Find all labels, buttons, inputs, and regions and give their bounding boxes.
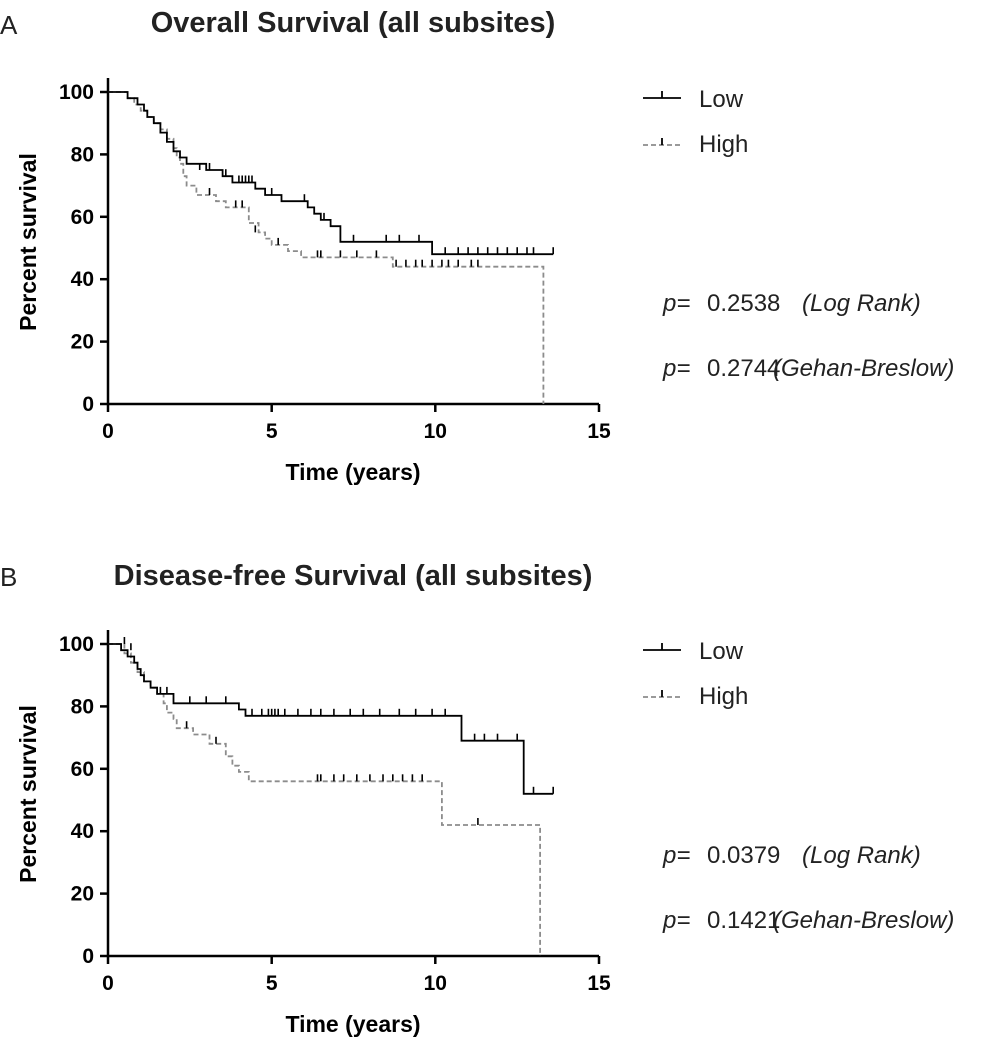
legend-label: High [699,131,748,158]
plot-area [108,91,555,404]
p-label: p= [662,355,690,382]
y-tick-label: 80 [71,695,94,718]
y-tick-label: 20 [71,883,94,906]
p-label: p= [662,907,690,934]
p-value: 0.2538 [707,290,780,317]
test-name: (Gehan-Breslow) [773,355,954,382]
y-tick-label: 60 [71,206,94,229]
p-value: 0.0379 [707,842,780,869]
y-tick-label: 100 [59,81,94,104]
test-name: (Log Rank) [802,290,921,317]
plot-area [108,637,555,956]
p-value-gehan-breslow: p= 0.1421 (Gehan-Breslow) [662,907,954,934]
legend-label: Low [699,638,744,665]
x-tick-label: 5 [266,972,278,995]
legend-label: Low [699,86,744,113]
y-tick-label: 0 [82,945,94,968]
panel-label: A [0,10,18,40]
y-axis-label: Percent survival [15,153,41,331]
x-tick-label: 15 [587,972,611,995]
survival-curve-high [108,91,545,404]
x-tick-label: 5 [266,420,278,443]
x-axis-label: Time (years) [285,459,420,485]
panel-a: A Overall Survival (all subsites) 100 80… [0,7,954,485]
y-axis-label: Percent survival [15,705,41,883]
survival-curve-low [108,643,554,795]
y-tick-label: 40 [71,268,94,291]
p-label: p= [662,842,690,869]
survival-curve-low [108,91,554,256]
x-axis-label: Time (years) [285,1011,420,1037]
legend-item-low: Low [643,638,744,665]
panel-b: B Disease-free Survival (all subsites) 1… [0,560,954,1037]
x-ticks: 0 5 10 15 [102,956,611,995]
x-tick-label: 15 [587,420,611,443]
y-tick-label: 80 [71,143,94,166]
p-value-log-rank: p= 0.2538 (Log Rank) [662,290,921,317]
survival-curve-high [108,643,541,956]
p-value-annotations: p= 0.2538 (Log Rank) p= 0.2744 (Gehan-Br… [662,290,954,382]
p-value-gehan-breslow: p= 0.2744 (Gehan-Breslow) [662,355,954,382]
y-ticks: 100 80 60 40 20 0 [59,81,108,416]
chart-title: Overall Survival (all subsites) [151,7,556,39]
y-tick-label: 0 [82,393,94,416]
legend-item-low: Low [643,86,744,113]
chart-title: Disease-free Survival (all subsites) [114,560,593,592]
legend: Low High [643,86,748,158]
p-label: p= [662,290,690,317]
y-tick-label: 20 [71,331,94,354]
legend: Low High [643,638,748,710]
legend-label: High [699,683,748,710]
y-tick-label: 60 [71,758,94,781]
y-tick-label: 100 [59,633,94,656]
legend-item-high: High [643,683,748,710]
x-tick-label: 10 [424,420,447,443]
y-tick-label: 40 [71,820,94,843]
p-value-log-rank: p= 0.0379 (Log Rank) [662,842,921,869]
p-value-annotations: p= 0.0379 (Log Rank) p= 0.1421 (Gehan-Br… [662,842,954,934]
test-name: (Gehan-Breslow) [773,907,954,934]
x-tick-label: 0 [102,972,114,995]
x-tick-label: 0 [102,420,114,443]
legend-item-high: High [643,131,748,158]
y-ticks: 100 80 60 40 20 0 [59,633,108,968]
p-value: 0.2744 [707,355,780,382]
test-name: (Log Rank) [802,842,921,869]
x-ticks: 0 5 10 15 [102,404,611,443]
p-value: 0.1421 [707,907,780,934]
x-tick-label: 10 [424,972,447,995]
panel-label: B [0,562,17,592]
